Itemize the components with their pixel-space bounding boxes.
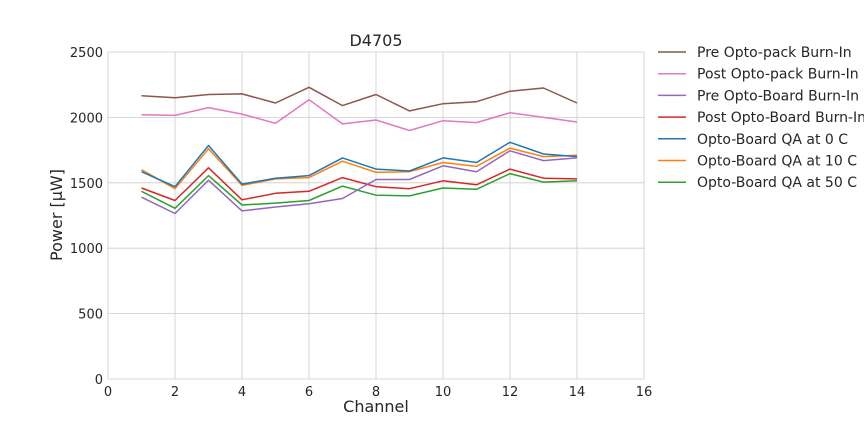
series-line	[141, 141, 578, 188]
y-tick-label: 0	[95, 373, 103, 388]
series-line	[141, 147, 578, 190]
series-line	[141, 167, 578, 202]
x-tick-label: 8	[372, 385, 380, 400]
y-tick-label: 1000	[70, 242, 103, 257]
y-tick-label: 500	[78, 308, 103, 323]
legend-entry: Opto-Board QA at 10 C	[697, 154, 857, 170]
chart-title: D4705	[349, 31, 402, 50]
y-tick-label: 1500	[70, 177, 103, 192]
legend: Pre Opto-pack Burn-In Post Opto-pack Burn…	[658, 45, 864, 191]
legend-entry: Pre Opto-pack Burn-In	[697, 45, 852, 61]
series-line	[141, 150, 578, 215]
legend-entry: Pre Opto-Board Burn-In	[697, 88, 859, 104]
grid-lines	[107, 51, 645, 380]
y-tick-label: 2000	[70, 111, 103, 126]
legend-entry: Post Opto-Board Burn-In	[697, 110, 864, 126]
legend-entry: Opto-Board QA at 50 C	[697, 175, 857, 191]
legend-entry: Opto-Board QA at 0 C	[697, 132, 848, 148]
x-tick-label: 14	[569, 385, 586, 400]
series-lines	[141, 86, 578, 215]
series-line	[141, 98, 578, 132]
x-tick-label: 16	[636, 385, 653, 400]
x-axis-label: Channel	[343, 397, 409, 416]
series-line	[141, 172, 578, 210]
x-tick-label: 0	[104, 385, 112, 400]
legend-entry: Post Opto-pack Burn-In	[697, 67, 859, 83]
x-tick-label: 10	[435, 385, 452, 400]
y-tick-label: 2500	[70, 46, 103, 61]
x-tick-labels: 0 2 4 6 8 10 12 14 16	[104, 385, 652, 400]
y-tick-labels: 0 500 1000 1500 2000 2500	[70, 46, 103, 388]
x-tick-label: 2	[171, 385, 179, 400]
x-tick-label: 4	[238, 385, 246, 400]
y-axis-label: Power [µW]	[47, 169, 66, 261]
x-tick-label: 6	[305, 385, 313, 400]
x-tick-label: 12	[502, 385, 519, 400]
series-line	[141, 86, 578, 112]
